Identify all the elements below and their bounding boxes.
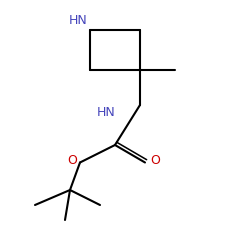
Text: HN: HN	[96, 106, 115, 119]
Text: O: O	[150, 154, 160, 166]
Text: HN: HN	[69, 14, 87, 28]
Text: O: O	[68, 154, 78, 166]
